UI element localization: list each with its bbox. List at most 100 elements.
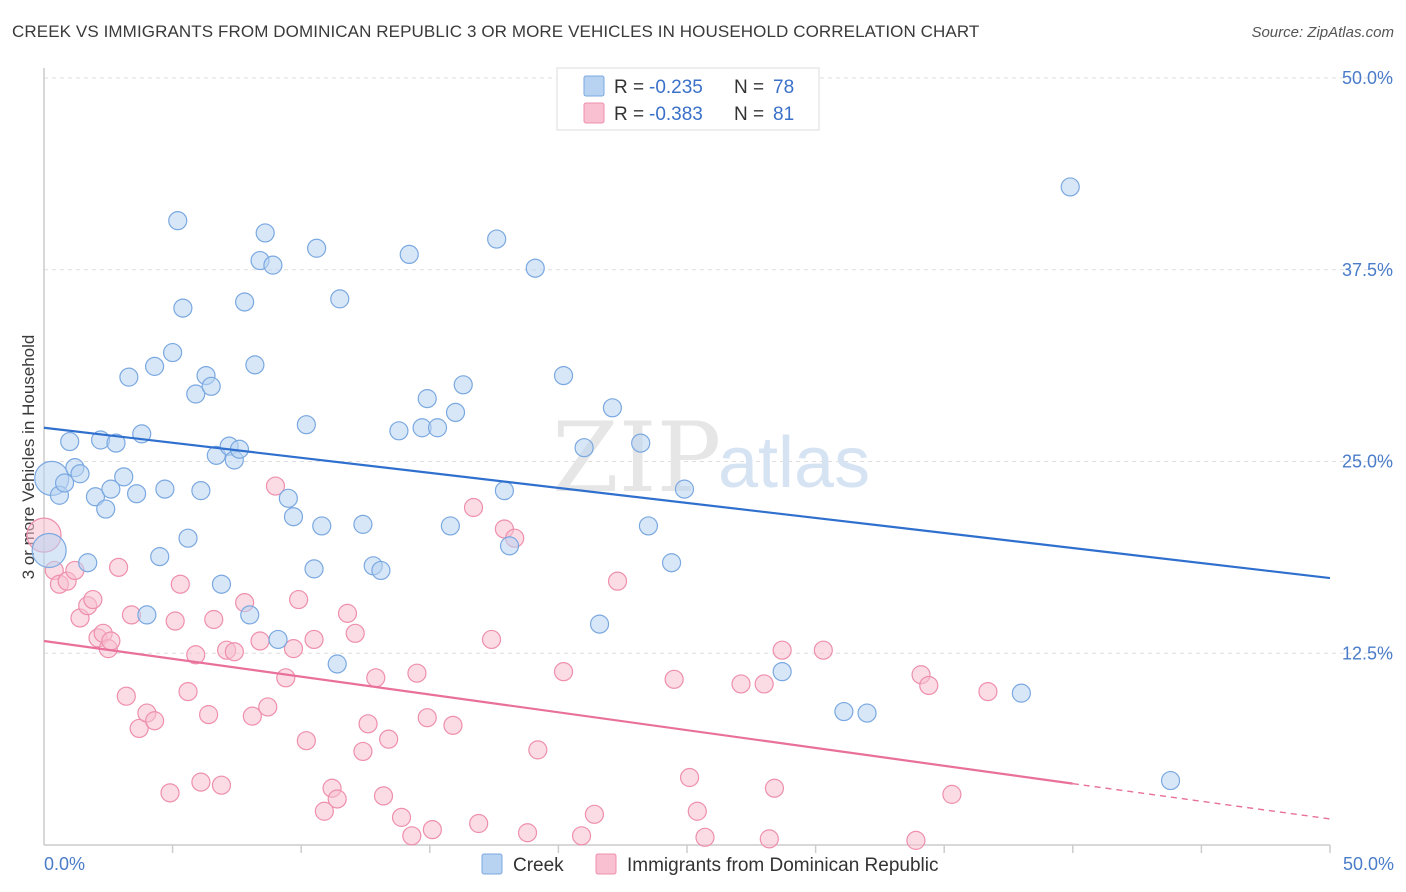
point-dominican <box>731 674 751 694</box>
point-creek <box>399 244 419 265</box>
point-creek <box>201 376 221 396</box>
watermark: ZIP atlas <box>552 402 870 514</box>
point-creek <box>278 488 298 508</box>
point-dominican <box>664 669 684 689</box>
point-dominican <box>772 640 792 660</box>
bottom-legend-swatch-creek <box>481 853 503 875</box>
point-dominican <box>391 807 412 827</box>
point-creek <box>240 605 260 625</box>
point-creek <box>453 375 473 395</box>
trend-lines <box>43 426 1331 820</box>
point-creek <box>307 238 327 258</box>
point-dominican <box>407 663 427 683</box>
point-creek <box>661 553 682 573</box>
point-creek <box>312 516 332 536</box>
point-dominican <box>481 629 502 650</box>
point-creek <box>255 223 275 243</box>
point-dominican <box>528 740 548 760</box>
point-creek <box>445 402 466 423</box>
legend: R = -0.235 N = 78 R = -0.383 N = 81 <box>556 67 820 131</box>
point-dominican <box>978 681 998 702</box>
y-tick-label: 25.0% <box>1342 452 1393 472</box>
point-dominican <box>695 827 715 847</box>
point-creek <box>772 662 792 682</box>
point-creek <box>417 389 437 409</box>
point-creek <box>106 433 126 453</box>
bottom-legend-label-creek: Creek <box>513 855 564 876</box>
legend-r-label-dominican: R = <box>614 104 644 125</box>
point-dominican <box>443 715 463 735</box>
point-creek <box>155 479 175 499</box>
x-tick-label-max: 50.0% <box>1343 854 1394 874</box>
trend-line-creek <box>43 426 1331 580</box>
point-dominican <box>276 668 296 688</box>
point-dominican <box>258 697 278 717</box>
point-dominican <box>463 497 484 518</box>
point-dominican <box>584 804 605 824</box>
point-dominican <box>571 826 592 846</box>
point-creek <box>371 560 391 581</box>
point-creek <box>144 356 165 376</box>
point-creek <box>191 481 211 501</box>
legend-r-value-creek: -0.235 <box>649 77 703 98</box>
chart-source: Source: ZipAtlas.com <box>1251 24 1394 41</box>
point-dominican <box>764 778 785 798</box>
point-creek <box>1011 683 1031 703</box>
point-creek <box>1160 770 1181 791</box>
bottom-legend-swatch-dominican <box>595 853 617 875</box>
x-tick-labels: 0.0% 50.0% <box>44 854 1394 874</box>
point-creek <box>638 516 659 536</box>
bottom-legend-label-dominican: Immigrants from Dominican Republic <box>627 855 939 876</box>
watermark-zip: ZIP <box>552 402 721 514</box>
point-dominican <box>160 783 180 803</box>
point-dominican <box>813 640 833 660</box>
y-tick-label: 12.5% <box>1342 643 1393 663</box>
legend-swatch-dominican <box>583 102 605 124</box>
point-dominican <box>687 801 707 821</box>
point-dominican <box>170 574 190 594</box>
point-creek <box>440 516 460 536</box>
legend-r-value-dominican: -0.383 <box>649 104 703 125</box>
point-creek <box>553 365 574 386</box>
point-creek <box>163 342 183 363</box>
point-dominican <box>296 731 316 751</box>
point-creek <box>268 629 288 650</box>
point-dominican <box>942 784 962 804</box>
point-creek <box>186 384 206 404</box>
y-tick-labels: 12.5% 25.0% 37.5% 50.0% <box>1342 68 1393 663</box>
point-creek <box>499 536 520 556</box>
point-creek <box>589 614 610 634</box>
point-dominican <box>129 718 149 739</box>
point-dominican <box>283 639 304 659</box>
point-creek <box>389 421 409 441</box>
point-dominican <box>919 675 939 696</box>
point-dominican <box>417 708 437 728</box>
point-creek <box>574 438 594 458</box>
point-creek <box>296 415 316 435</box>
point-creek <box>834 701 854 722</box>
chart-title: CREEK VS IMMIGRANTS FROM DOMINICAN REPUB… <box>12 22 980 41</box>
point-creek <box>487 229 507 249</box>
point-dominican <box>422 820 442 840</box>
trend-line-dominican-extension <box>1072 782 1331 820</box>
point-dominican <box>178 681 198 702</box>
data-points <box>26 177 1181 850</box>
point-dominican <box>607 571 628 591</box>
point-dominican <box>304 629 324 650</box>
legend-n-label-dominican: N = <box>734 104 764 125</box>
point-creek <box>85 487 106 507</box>
point-dominican <box>250 631 270 651</box>
point-creek <box>427 418 448 438</box>
point-creek <box>494 481 514 501</box>
point-creek <box>353 514 373 534</box>
point-creek <box>178 528 198 548</box>
point-dominican <box>101 631 121 651</box>
point-dominican <box>199 705 219 725</box>
point-dominican <box>358 714 378 734</box>
point-creek <box>60 431 80 452</box>
bottom-legend: Creek Immigrants from Dominican Republic <box>481 853 939 876</box>
y-axis-label: 3 or more Vehicles in Household <box>19 335 38 580</box>
point-creek <box>327 654 347 674</box>
point-creek <box>168 211 188 231</box>
